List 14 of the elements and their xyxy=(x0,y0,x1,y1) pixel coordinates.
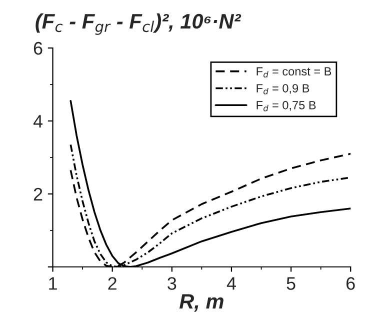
y-tick-label: 4 xyxy=(33,115,43,128)
x-tick-label: 5 xyxy=(286,277,296,290)
legend-label: F$_{d}$ = const = B xyxy=(256,67,332,78)
x-tick-label: 4 xyxy=(226,277,236,290)
x-tick-label: 2 xyxy=(108,277,116,290)
x-axis-title: R, m xyxy=(179,294,224,312)
y-tick-label: 6 xyxy=(34,42,42,55)
y-tick-label: 2 xyxy=(34,188,42,200)
legend-label: F$_{d}$ = 0,75 B xyxy=(256,100,316,112)
x-tick-label: 1 xyxy=(49,277,57,290)
x-tick-label: 6 xyxy=(346,277,355,290)
x-tick-label: 3 xyxy=(168,277,176,290)
legend-label: F$_{d}$ = 0,9 B xyxy=(256,84,310,94)
chart-title: (F$_{c}$ - F$_{gr}$ - F$_{cl}$)², 10⁶·N² xyxy=(36,13,242,35)
